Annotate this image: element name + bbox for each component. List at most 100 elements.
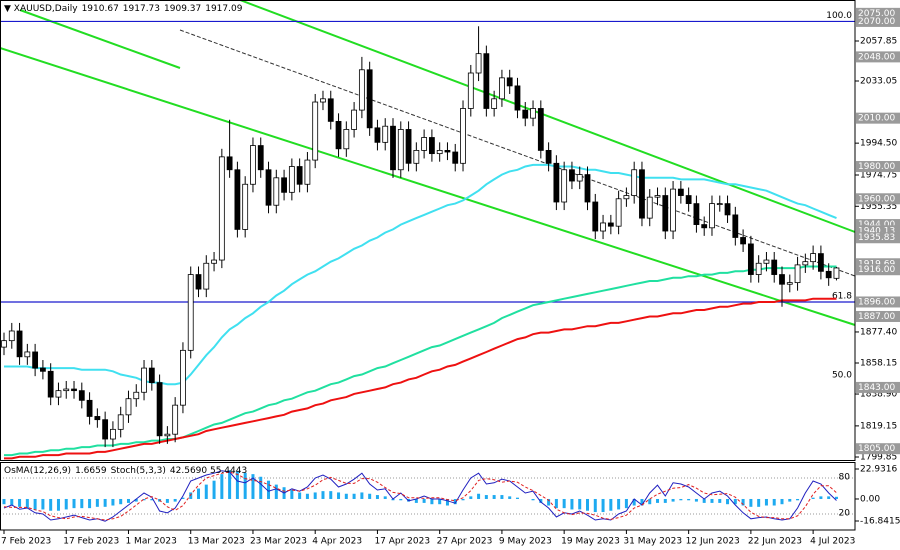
osma-bar [710,498,714,503]
osma-bar [126,498,130,503]
osma-bar [663,498,667,503]
osma-bar [181,497,185,499]
header: ▼ XAUUSD,Daily 1910.67 1917.73 1909.37 1917.… [4,4,243,14]
osma-bar [352,493,356,499]
candle-body [794,264,801,284]
osma-bar [119,498,123,505]
osma-bar [593,498,597,513]
candle-body [382,125,389,143]
y-tick-label: 20 [839,508,851,518]
osma-bar [2,498,6,505]
candle-body [779,274,785,285]
price-tag [856,296,900,308]
osma-bar [694,498,698,502]
candle-body [413,150,420,164]
candle-body [366,69,373,129]
osma-bar [337,492,341,499]
osma-bar [570,498,574,510]
candle-body [187,274,194,351]
candle-body [86,399,93,417]
candle-body [203,262,210,290]
osma-bar [80,498,84,509]
candle-body [623,195,630,200]
y-tick-label: 1799.85 [860,453,897,463]
price-tag-label: 2010.00 [858,114,895,124]
osma-bar [33,498,37,510]
y-tick-label: 1877.40 [860,327,897,337]
candle-body [47,370,54,398]
osma-name: OsMA(12,26,9) [4,466,71,476]
osma-bar [220,474,224,499]
osma-bar [305,493,309,499]
candle-body [16,330,23,358]
candle-body [55,390,62,398]
osma-bar [632,498,636,506]
candle-body [662,195,669,232]
candle-body [110,428,116,440]
channel-upper [239,0,856,233]
osma-bar [453,498,457,505]
price-tag [856,161,900,173]
osma-bar [764,498,768,506]
osma-bar [500,495,504,499]
y-tick-label: 1858.15 [860,358,897,368]
osma-bar [796,498,800,501]
osma-bar [648,498,652,505]
candle-body [335,120,342,150]
stoch-line [3,470,837,522]
osma-bar [547,498,551,506]
candle-body [475,53,482,74]
y2-tick-label: 22.9316 [860,465,897,475]
price-tag-label: 1916.00 [858,265,895,275]
candle-body [288,166,295,193]
osma-bar [834,496,838,499]
price-tag-label: 1887.00 [858,312,895,322]
candle-body [569,169,575,182]
candle-body [818,253,824,272]
candle-body [716,203,723,206]
x-tick-label: 31 May 2023 [623,537,682,547]
osma-bar [414,498,418,503]
candle-body [553,162,560,203]
price-tag [856,193,900,205]
candle-body [8,330,15,342]
price-tag [856,51,900,63]
candle-body [428,137,435,155]
osma-bar [578,498,582,510]
candle-body [250,145,256,185]
osma-bar [150,498,154,501]
candle-body [483,53,490,109]
x-tick-label: 1 Mar 2023 [125,537,176,547]
candle-body [273,177,280,206]
candle-body [257,145,264,171]
candle-body [576,174,583,182]
osma-bar [243,472,247,499]
price-tag-label: 2075.00 [858,9,895,19]
candle-body [639,169,645,219]
candle-body [390,125,396,171]
candle-body [94,416,101,421]
candle-body [460,108,466,164]
candle-body [747,243,754,275]
osma-bar [64,498,68,510]
osma-bar [819,496,823,499]
candle-body [343,129,350,150]
stoch-readout: 42.5690 55.4443 [170,466,247,476]
osma-bar [56,498,60,511]
osma-bar [640,498,644,506]
candle-body [78,390,85,401]
osma-bar [515,497,519,499]
price-tag [856,112,900,124]
price-tag [856,310,900,322]
candle-body [71,388,77,392]
price-tag [856,232,900,244]
candle-body [180,349,186,406]
sub-frame [0,462,856,531]
osma-bar [445,498,449,506]
osma-bar [827,496,831,499]
osma-bar [173,498,177,502]
osma-bar [212,480,216,499]
y-tick-label: 1994.50 [860,139,897,149]
candle-body [320,98,326,103]
